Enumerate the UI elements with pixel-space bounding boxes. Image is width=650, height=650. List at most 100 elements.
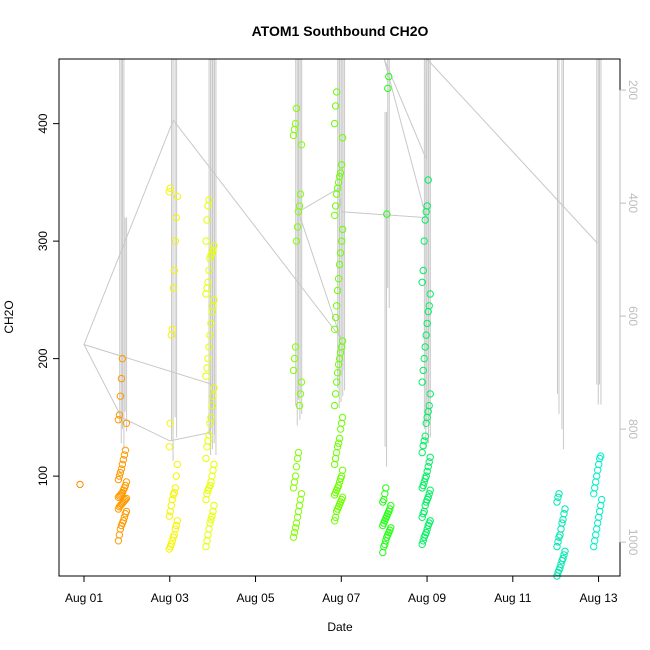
x-tick-label: Aug 05 xyxy=(237,591,275,605)
data-point xyxy=(168,325,177,333)
data-point xyxy=(208,401,216,410)
data-point xyxy=(418,278,426,286)
data-point xyxy=(338,134,347,142)
data-point xyxy=(115,411,124,419)
x-tick-label: Aug 09 xyxy=(408,591,446,605)
data-point xyxy=(419,366,427,375)
data-point xyxy=(424,176,432,184)
data-point xyxy=(206,519,214,527)
x-axis-label: Date xyxy=(327,620,353,634)
data-point xyxy=(597,452,605,460)
data-point xyxy=(208,512,216,520)
data-point xyxy=(557,525,565,533)
data-point xyxy=(167,501,176,510)
data-point xyxy=(595,460,603,469)
data-point xyxy=(205,266,213,275)
data-point xyxy=(387,501,395,510)
data-point xyxy=(424,493,432,501)
data-point xyxy=(292,104,301,113)
data-point xyxy=(115,472,124,480)
data-point xyxy=(560,551,568,559)
data-point xyxy=(120,497,129,505)
data-point xyxy=(418,448,426,457)
data-point xyxy=(166,419,175,427)
data-point xyxy=(556,531,564,539)
data-point xyxy=(173,517,182,525)
data-point xyxy=(333,443,342,451)
data-point xyxy=(338,466,347,474)
data-point xyxy=(293,223,302,231)
data-point xyxy=(331,313,340,322)
data-point xyxy=(120,451,129,459)
data-point xyxy=(205,431,213,439)
data-point xyxy=(554,493,562,501)
data-point xyxy=(330,211,339,220)
data-point xyxy=(291,524,300,532)
data-point xyxy=(338,337,347,345)
data-point xyxy=(114,416,123,424)
data-point xyxy=(295,501,304,510)
data-point xyxy=(331,390,340,398)
data-point xyxy=(172,213,181,222)
y-axis: 100 200 300 400 xyxy=(36,113,59,486)
data-point xyxy=(289,484,298,492)
data-point xyxy=(296,390,305,398)
data-point xyxy=(423,467,431,476)
data-point xyxy=(172,521,181,530)
data-point xyxy=(593,525,601,533)
data-point xyxy=(203,364,211,372)
data-point xyxy=(330,517,339,525)
data-point xyxy=(379,548,387,557)
data-point xyxy=(205,525,213,533)
data-point xyxy=(290,478,299,486)
data-point xyxy=(170,488,179,497)
data-point xyxy=(291,472,300,480)
data-point xyxy=(117,490,126,498)
data-point xyxy=(332,88,341,96)
data-point xyxy=(114,475,123,484)
data-point xyxy=(425,302,433,310)
chart-title: ATOM1 Southbound CH2O xyxy=(252,23,429,39)
data-point xyxy=(209,507,217,516)
y-tick-label: 300 xyxy=(36,231,50,251)
data-point xyxy=(335,172,344,181)
data-point xyxy=(202,237,210,245)
data-point xyxy=(170,266,179,275)
y-tick-label: 100 xyxy=(36,466,50,486)
data-point xyxy=(561,505,569,513)
data-point xyxy=(171,525,180,533)
data-point xyxy=(118,460,127,469)
data-point xyxy=(331,202,340,210)
data-point xyxy=(207,413,215,422)
data-point xyxy=(205,196,213,204)
data-point xyxy=(560,510,568,518)
x-tick-label: Aug 03 xyxy=(151,591,189,605)
data-point xyxy=(330,119,339,128)
data-point xyxy=(336,249,345,257)
data-point xyxy=(210,242,218,250)
data-point xyxy=(425,401,433,410)
data-point xyxy=(122,494,131,503)
data-point xyxy=(331,454,340,463)
y-tick-label: 400 xyxy=(36,113,50,133)
data-point xyxy=(291,119,300,128)
data-point xyxy=(297,378,306,386)
data-point xyxy=(333,369,342,377)
data-point xyxy=(420,507,428,516)
data-point xyxy=(295,401,304,410)
data-point xyxy=(204,354,212,363)
y2-tick-label: 800 xyxy=(626,419,640,439)
data-point xyxy=(294,448,303,457)
data-point xyxy=(426,517,434,525)
data-point xyxy=(172,472,181,480)
data-point xyxy=(592,478,600,486)
data-point xyxy=(338,225,347,234)
data-point xyxy=(334,275,343,283)
data-point xyxy=(555,490,563,498)
data-point xyxy=(121,495,130,504)
data-point xyxy=(206,331,214,339)
data-point xyxy=(590,490,598,498)
data-point xyxy=(386,505,394,513)
data-point xyxy=(426,390,434,398)
data-point xyxy=(426,453,434,461)
